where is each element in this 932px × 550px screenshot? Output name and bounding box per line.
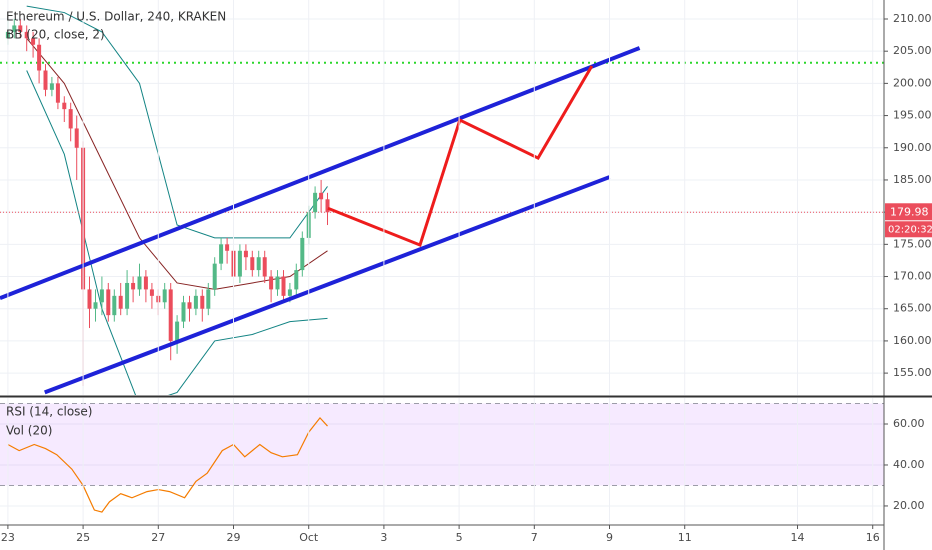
candle-body: [74, 128, 79, 148]
x-tick-label: 25: [76, 531, 90, 544]
candle-body: [55, 83, 60, 103]
candle-body: [12, 25, 17, 32]
candle-body: [125, 282, 130, 309]
candle-body: [62, 102, 67, 110]
chart-title: Ethereum / U.S. Dollar, 240, KRAKEN: [6, 10, 226, 24]
countdown-label: 02:20:32: [888, 224, 932, 235]
candle-body: [193, 295, 198, 309]
rsi-pane: [0, 398, 884, 525]
rsi-band: [0, 403, 884, 486]
candle-body: [319, 192, 324, 200]
y-tick-label: 60.00: [893, 417, 925, 430]
x-tick-label: 7: [531, 531, 538, 544]
candle-body: [256, 257, 261, 271]
y-tick-label: 195.00: [893, 109, 932, 122]
y-tick-label: 205.00: [893, 44, 932, 57]
candle-body: [43, 70, 48, 90]
candle-body: [325, 199, 330, 213]
candle-body: [143, 276, 148, 290]
y-tick-label: 175.00: [893, 237, 932, 250]
candle-body: [118, 295, 123, 309]
rsi-line: [7, 416, 328, 513]
vol-label: Vol (20): [6, 424, 52, 438]
x-tick-label: Oct: [299, 531, 319, 544]
price-tag: [885, 203, 932, 221]
x-tick-label: 14: [791, 531, 805, 544]
candle-body: [294, 270, 299, 290]
y-tick-label: 170.00: [893, 270, 932, 283]
candle-body: [112, 295, 117, 316]
x-tick-label: 16: [866, 531, 880, 544]
price-pane: [0, 0, 884, 395]
candle-body: [175, 321, 180, 341]
candle-body: [18, 25, 23, 32]
x-tick-label: 23: [1, 531, 15, 544]
candle-body: [275, 276, 280, 290]
x-tick-label: 11: [678, 531, 692, 544]
y-tick-label: 200.00: [893, 76, 932, 89]
x-tick-label: 27: [151, 531, 165, 544]
candle-body: [281, 276, 286, 296]
y-tick-label: 190.00: [893, 141, 932, 154]
rsi-title: RSI (14, close): [6, 405, 92, 419]
candle-body: [49, 83, 54, 90]
y-tick-label: 40.00: [893, 458, 925, 471]
countdown-tag: [885, 221, 932, 238]
trend-drawing: [44, 175, 611, 395]
x-tick-label: 5: [456, 531, 463, 544]
x-tick-label: 29: [227, 531, 241, 544]
candle-body: [168, 289, 173, 341]
y-tick-label: 185.00: [893, 173, 932, 186]
candle-body: [206, 289, 211, 309]
candle-body: [181, 302, 186, 322]
candle-body: [219, 244, 224, 264]
candle-body: [269, 276, 274, 290]
x-tick-label: 9: [606, 531, 613, 544]
candle-body: [300, 237, 305, 271]
candle-body: [24, 31, 29, 39]
candle-body: [137, 276, 142, 290]
y-tick-label: 160.00: [893, 334, 932, 347]
candle-body: [287, 289, 292, 296]
price-tag-label: 179.98: [890, 205, 929, 218]
candle-body: [250, 257, 255, 271]
bollinger-line: [26, 5, 328, 239]
candle-body: [187, 302, 192, 309]
candle-body: [237, 250, 242, 277]
x-tick-label: 3: [380, 531, 387, 544]
y-tick-label: 155.00: [893, 366, 932, 379]
candle-body: [225, 244, 230, 251]
y-tick-label: 165.00: [893, 302, 932, 315]
candle-body: [99, 289, 104, 303]
legend: Ethereum / U.S. Dollar, 240, KRAKEN BB (…: [6, 10, 226, 438]
candle-body: [243, 250, 248, 258]
candle-body: [37, 44, 42, 71]
candle-body: [31, 38, 36, 45]
candle-body: [212, 263, 217, 290]
candle-body: [68, 109, 73, 129]
trend-drawing: [0, 46, 641, 300]
candle-body: [149, 289, 154, 296]
trend-drawing: [327, 65, 594, 247]
candle-body: [131, 282, 136, 290]
y-tick-label: 210.00: [893, 12, 932, 25]
candle-body: [87, 289, 92, 309]
candle-body: [313, 192, 318, 213]
candle-body: [93, 302, 98, 309]
candle-body: [162, 289, 167, 303]
candle-body: [262, 257, 267, 277]
indicator-label: BB (20, close, 2): [6, 28, 105, 42]
y-tick-label: 20.00: [893, 499, 925, 512]
bollinger-line: [26, 70, 328, 395]
candle-body: [106, 289, 111, 316]
candle-body: [200, 295, 205, 309]
